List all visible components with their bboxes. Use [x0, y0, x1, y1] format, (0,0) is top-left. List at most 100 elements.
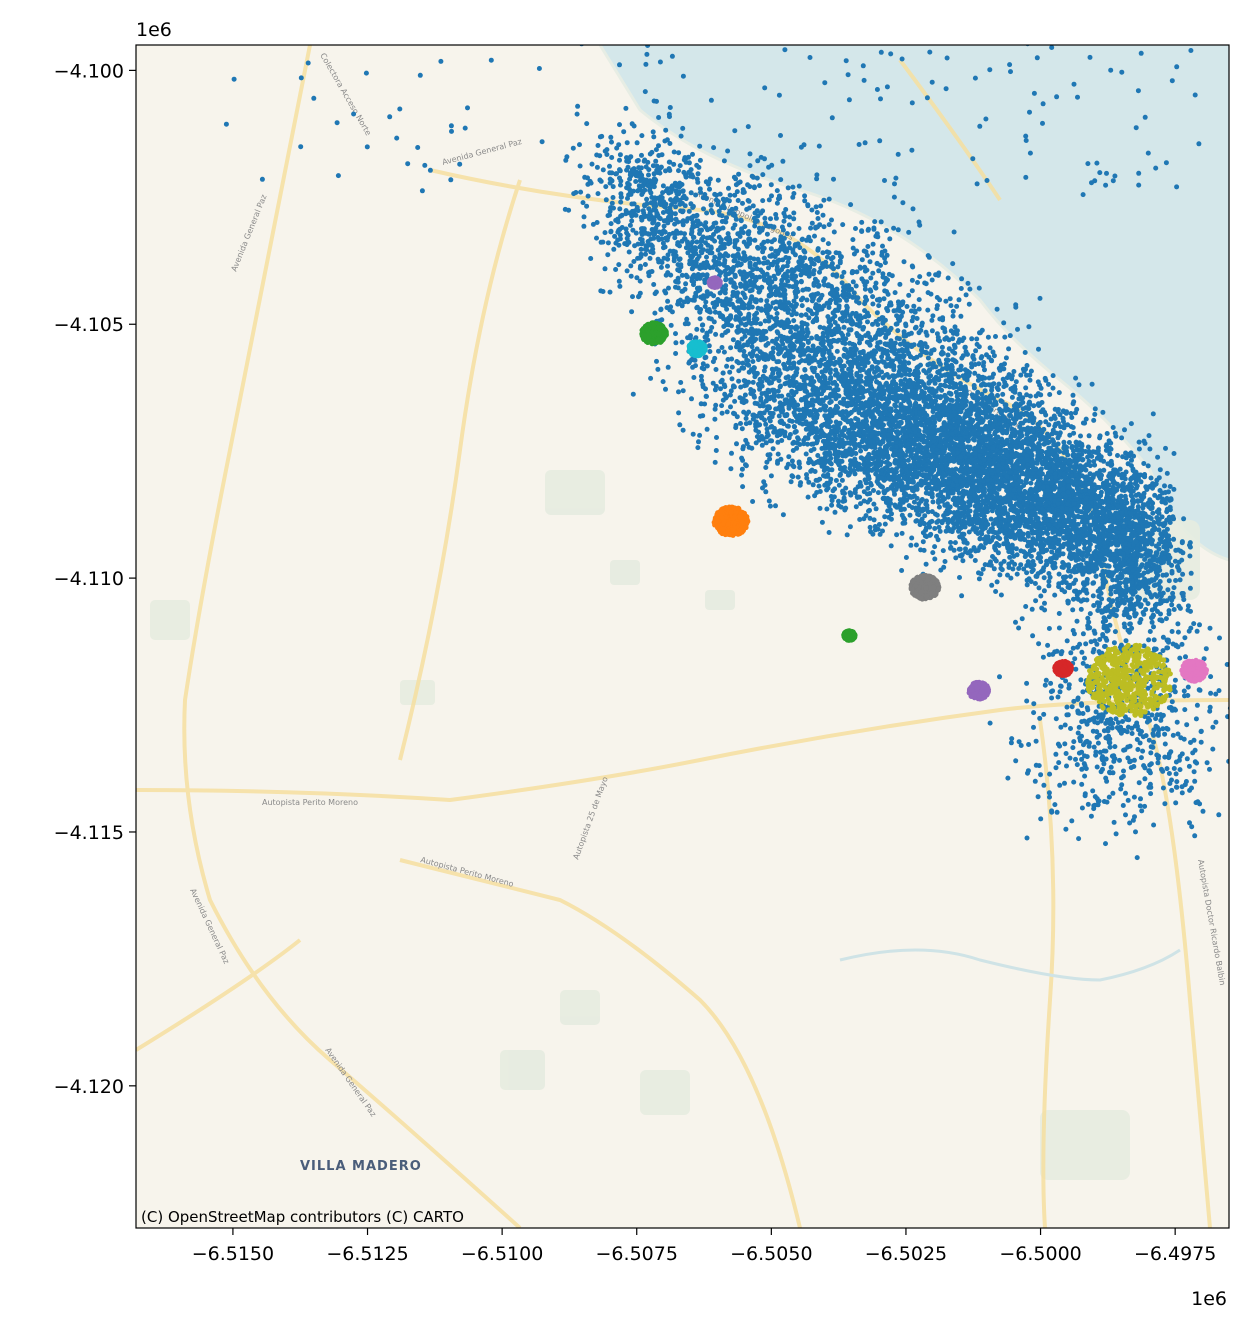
point-series-1: [901, 331, 907, 337]
point-series-1: [1100, 409, 1106, 415]
point-series-1: [804, 326, 810, 332]
point-series-1: [930, 409, 936, 415]
point-series-1: [871, 488, 876, 493]
point-series-1: [806, 265, 812, 271]
point-series-1: [950, 261, 956, 267]
point-series-1: [870, 241, 876, 247]
point-series-1: [895, 299, 901, 305]
point-series-1: [821, 282, 827, 288]
point-series-1: [722, 303, 728, 309]
point-series-1: [1036, 585, 1042, 591]
point-series-1: [850, 279, 856, 285]
point-series-1: [945, 352, 951, 358]
point-series-1: [1010, 388, 1016, 394]
point-series-1: [772, 276, 778, 282]
point-series-1: [948, 303, 954, 309]
point-series-1: [607, 176, 613, 182]
point-series-1: [594, 220, 600, 225]
point-series-1: [702, 277, 708, 283]
point-series-1: [595, 191, 601, 197]
point-series-1: [950, 308, 956, 314]
point-series-1: [1073, 375, 1079, 381]
point-series-1: [806, 273, 812, 279]
point-series-1: [616, 278, 622, 284]
point-series-1: [908, 330, 914, 336]
point-series-1: [1179, 557, 1185, 563]
point-series-1: [594, 235, 599, 241]
point-series-1: [820, 250, 826, 256]
point-series-1: [880, 274, 886, 280]
point-series-1: [929, 328, 935, 334]
point-series-1: [730, 337, 736, 343]
point-series-1: [697, 143, 703, 149]
point-series-1: [874, 368, 880, 373]
point-series-1: [666, 214, 671, 220]
point-series-1: [1020, 406, 1026, 412]
point-series-1: [1014, 571, 1020, 577]
point-series-1: [1188, 570, 1194, 576]
point-series-1: [1165, 587, 1171, 593]
point-series-1: [832, 320, 838, 325]
point-series-1: [641, 179, 647, 185]
point-series-1: [1173, 578, 1179, 583]
point-series-1: [997, 572, 1003, 578]
point-series-1: [701, 206, 706, 212]
point-series-1: [694, 256, 700, 262]
point-series-1: [653, 158, 659, 164]
point-series-1: [934, 303, 940, 309]
point-series-1: [779, 393, 785, 399]
point-series-1: [956, 374, 962, 380]
point-series-1: [771, 224, 777, 230]
point-series-1: [764, 231, 770, 237]
point-series-1: [708, 245, 714, 251]
point-series-1: [675, 230, 681, 236]
point-series-1: [690, 151, 695, 157]
point-series-1: [600, 167, 606, 173]
point-series-1: [677, 268, 682, 274]
point-series-1: [656, 115, 662, 120]
point-series-1: [797, 339, 803, 345]
point-series-1: [845, 332, 851, 337]
point-series-1: [643, 251, 648, 257]
point-series-1: [883, 350, 888, 355]
point-series-1: [1108, 511, 1113, 517]
point-series-1: [802, 367, 808, 372]
point-series-1: [1062, 589, 1068, 595]
point-series-1: [1070, 607, 1076, 613]
point-series-1: [618, 182, 623, 188]
point-series-1: [1043, 377, 1049, 383]
point-series-1: [706, 315, 712, 321]
point-series-1: [705, 337, 711, 343]
point-series-1: [1047, 392, 1053, 397]
point-series-1: [925, 355, 931, 361]
point-series-1: [677, 243, 682, 249]
point-series-1: [745, 231, 751, 237]
point-series-1: [925, 253, 931, 259]
point-series-1: [791, 210, 797, 216]
point-series-1: [991, 371, 996, 377]
point-series-1: [635, 241, 641, 247]
point-series-1: [607, 208, 613, 214]
point-series-1: [994, 306, 1000, 312]
point-series-1: [1068, 411, 1074, 416]
point-series-1: [625, 195, 630, 201]
point-series-1: [669, 202, 674, 208]
point-series-1: [850, 245, 856, 251]
point-series-1: [700, 361, 706, 367]
point-series-1: [911, 303, 917, 309]
point-series-1: [1038, 409, 1044, 415]
point-series-1: [1017, 391, 1023, 397]
point-series-1: [651, 184, 657, 190]
point-series-1: [660, 183, 666, 189]
point-series-1: [660, 240, 666, 246]
point-series-1: [747, 282, 753, 288]
point-series-1: [703, 220, 709, 226]
point-series-1: [715, 247, 721, 253]
point-series-1: [770, 345, 776, 351]
point-series-1: [862, 308, 868, 314]
point-series-1: [582, 174, 588, 180]
point-series-1: [835, 374, 841, 379]
point-series-1: [875, 322, 881, 327]
point-series-1: [704, 210, 710, 216]
point-series-1: [1061, 439, 1067, 445]
